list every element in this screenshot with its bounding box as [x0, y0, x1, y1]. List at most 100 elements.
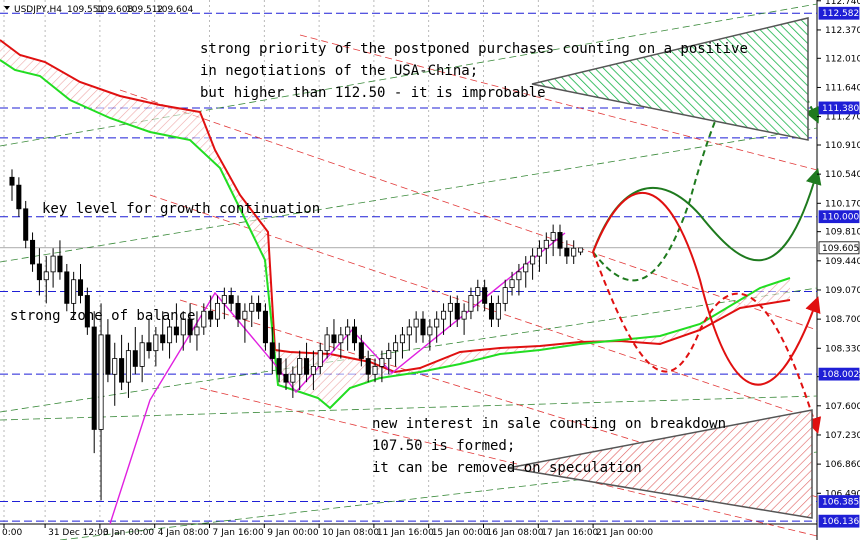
- candle-body: [180, 318, 186, 336]
- candle: [530, 248, 536, 280]
- candle: [393, 334, 399, 367]
- candle: [262, 303, 268, 351]
- candle-body: [262, 310, 268, 344]
- annotation-line-7: 107.50 is formed;: [372, 438, 515, 454]
- price-tag-box: [818, 367, 860, 381]
- price-tick-label: 109.810: [825, 228, 860, 238]
- candle: [201, 303, 207, 335]
- time-tick-label: 16 Jan 08:00: [487, 528, 544, 538]
- candle: [57, 240, 63, 280]
- candle-body: [153, 334, 159, 352]
- candle: [50, 248, 56, 288]
- price-tag-box: [818, 210, 860, 224]
- candle-body: [358, 342, 364, 359]
- candle-body: [379, 358, 385, 367]
- green-channel-line: [0, 127, 818, 263]
- price-tag-text: 108.002: [822, 370, 859, 380]
- candle-body: [139, 342, 145, 367]
- candle-body: [256, 302, 262, 312]
- green-channel-line: [0, 287, 818, 413]
- candle-body: [228, 295, 234, 304]
- candle-body: [297, 358, 303, 375]
- candle: [9, 169, 15, 201]
- candle-body: [543, 239, 549, 249]
- candle-body: [372, 366, 378, 375]
- price-tick-label: 106.860: [825, 460, 860, 470]
- candle-body: [536, 247, 542, 257]
- cloud-fill: [0, 40, 790, 408]
- candle: [399, 327, 405, 359]
- candle: [365, 350, 371, 383]
- chart-symbol: USDJPY,H4: [14, 5, 62, 15]
- candle: [132, 327, 138, 375]
- candle: [256, 295, 262, 320]
- candle-body: [550, 232, 556, 241]
- candle: [30, 232, 36, 272]
- price-tag-text: 110.000: [822, 213, 859, 223]
- price-level-tag: 108.002: [818, 367, 860, 381]
- candle: [180, 311, 186, 351]
- price-tag-box: [818, 241, 860, 255]
- candle-body: [57, 255, 63, 273]
- candle: [228, 287, 234, 312]
- candle-body: [125, 350, 131, 383]
- candle-body: [578, 247, 584, 253]
- candle-body: [167, 326, 173, 344]
- candle: [290, 366, 296, 398]
- time-tick-label: 21 Jan 00:00: [596, 528, 653, 538]
- candle-body: [84, 295, 90, 328]
- price-tick-label: 108.700: [825, 315, 860, 325]
- candle: [297, 350, 303, 391]
- candle-body: [386, 350, 392, 359]
- candle: [105, 319, 111, 383]
- price-level-tag: 106.136: [818, 514, 860, 528]
- bullish-triangle: [531, 17, 809, 141]
- annotation-line-6: new interest in sale counting on breakdo…: [372, 416, 726, 432]
- candle-body: [208, 310, 214, 320]
- candle: [119, 334, 125, 391]
- price-tick-label: 110.170: [825, 199, 860, 209]
- candle-body: [77, 279, 84, 296]
- candle: [434, 311, 440, 343]
- candle: [16, 177, 22, 217]
- ohlc-high: 109.608: [96, 5, 133, 15]
- candle: [153, 327, 159, 367]
- candle-body: [427, 326, 433, 336]
- candle: [427, 319, 433, 351]
- candles: [9, 169, 584, 501]
- candle-body: [283, 373, 289, 383]
- price-tick-label: 106.490: [825, 489, 860, 499]
- candle-body: [523, 263, 529, 273]
- price-level-tag: 110.000: [818, 210, 860, 224]
- candle: [84, 287, 90, 335]
- candle: [276, 342, 282, 383]
- annotation-line-3: but higher than 112.50 - it is improbabl…: [200, 85, 546, 101]
- annotation-line-2: in negotiations of the USA-China;: [200, 63, 478, 79]
- candle-body: [269, 342, 275, 359]
- candle: [324, 327, 330, 359]
- candle: [379, 350, 385, 383]
- candle-body: [214, 302, 221, 320]
- candle-body: [571, 247, 577, 257]
- candle: [194, 311, 200, 351]
- candle-body: [290, 373, 296, 383]
- green-channel-line: [59, 451, 818, 540]
- price-level-tag: 106.385: [818, 495, 860, 508]
- candle: [249, 295, 255, 328]
- title-arrow-icon: [4, 6, 10, 10]
- candle: [23, 200, 29, 249]
- candle-body: [557, 232, 563, 249]
- price-tag-box: [818, 514, 860, 528]
- candle-body: [194, 326, 200, 336]
- candle: [441, 303, 447, 335]
- candle: [160, 311, 166, 351]
- candle: [187, 303, 193, 343]
- price-tag-box: [818, 495, 860, 508]
- candle-body: [91, 326, 97, 430]
- candle: [420, 311, 426, 343]
- price-level-tag: 111.380: [818, 101, 859, 115]
- candle-body: [406, 326, 412, 336]
- candle: [502, 279, 508, 312]
- candle-body: [454, 302, 460, 320]
- candle-body: [365, 358, 371, 375]
